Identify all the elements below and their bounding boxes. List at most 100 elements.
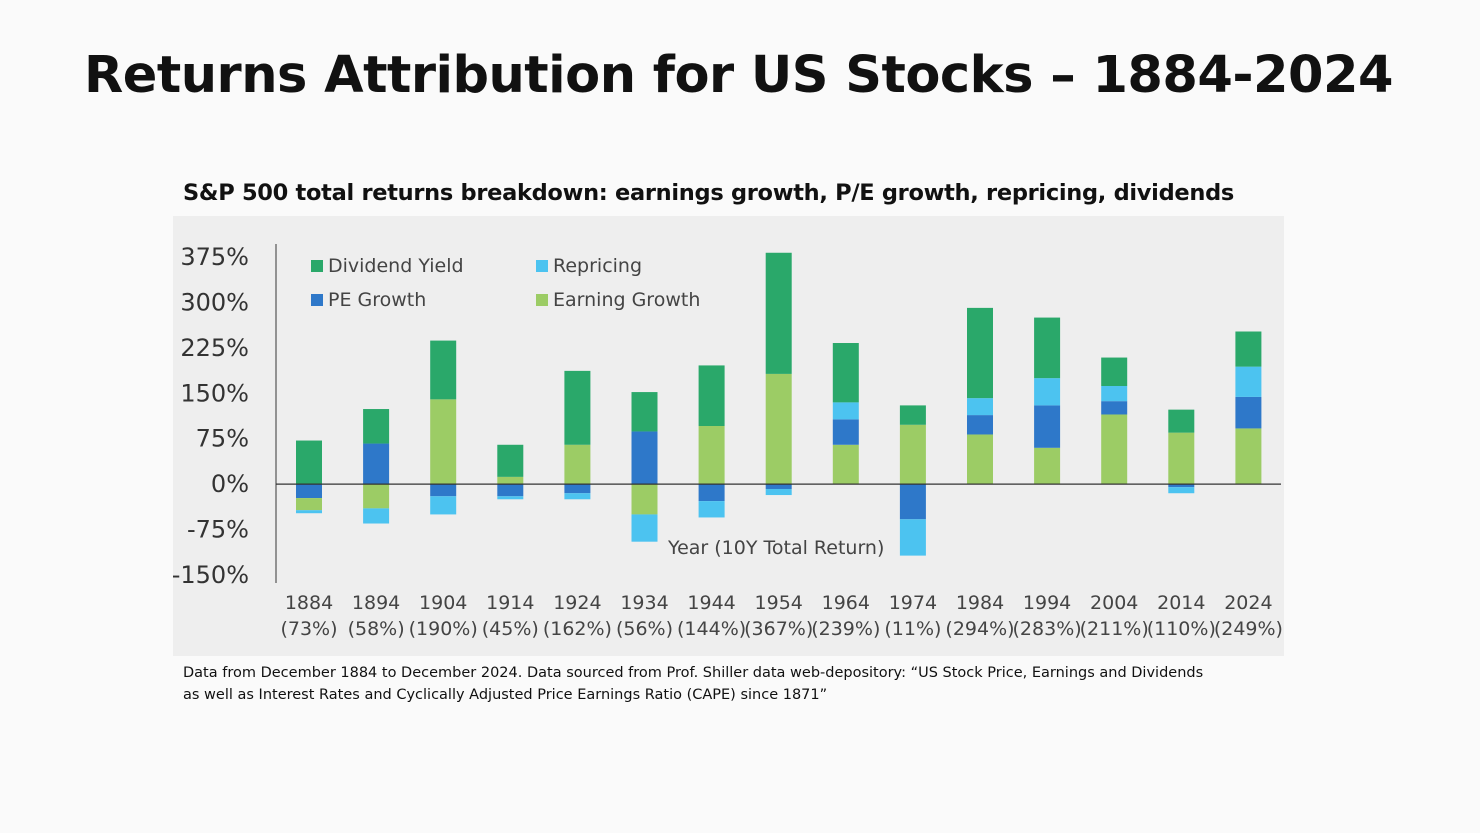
x-category-sublabel: (144%) <box>677 618 746 640</box>
source-footnote: Data from December 1884 to December 2024… <box>183 662 1293 706</box>
x-category-sublabel: (294%) <box>945 618 1014 640</box>
legend-label: Dividend Yield <box>328 255 464 277</box>
bar-segment-pe-growth-1884 <box>296 484 322 499</box>
bar-segment-earning-growth-1974 <box>899 424 926 485</box>
chart-title: S&P 500 total returns breakdown: earning… <box>183 180 1234 206</box>
bar-segment-dividend-yield-1994 <box>1034 317 1061 379</box>
bar-segment-earning-growth-2004 <box>1101 414 1128 485</box>
bar-segment-pe-growth-1934 <box>631 431 658 485</box>
bar-segment-pe-growth-2024 <box>1235 396 1262 429</box>
bar-segment-dividend-yield-1894 <box>363 409 390 444</box>
bar-segment-dividend-yield-1984 <box>967 307 993 399</box>
x-category-label: 2004 <box>1090 592 1138 614</box>
bar-segment-repricing-1974 <box>899 519 926 556</box>
bar-segment-earning-growth-2024 <box>1235 428 1262 485</box>
bar-segment-earning-growth-1894 <box>363 484 390 509</box>
x-category-sublabel: (110%) <box>1147 618 1216 640</box>
y-tick-label: -150% <box>173 561 249 589</box>
category-labels: 1884 (73%) 1894 (58%) 1904 (190%) 1914 (45%) 192… <box>280 592 1283 640</box>
bar-segment-dividend-yield-1954 <box>765 252 792 374</box>
bars-layer <box>296 252 1262 556</box>
bar-segment-pe-growth-1994 <box>1034 405 1061 448</box>
legend-swatch <box>311 260 323 272</box>
x-category-sublabel: (367%) <box>744 618 813 640</box>
x-axis-title: Year (10Y Total Return) <box>667 537 884 559</box>
x-category-label: 2024 <box>1224 592 1272 614</box>
bar-segment-pe-growth-1914 <box>497 484 524 497</box>
x-category-sublabel: (45%) <box>482 618 539 640</box>
bar-segment-repricing-1914 <box>497 496 524 500</box>
bar-segment-repricing-1934 <box>631 514 658 542</box>
x-category-sublabel: (283%) <box>1013 618 1082 640</box>
y-tick-label: 0% <box>211 470 249 498</box>
bar-segment-pe-growth-2004 <box>1101 401 1128 415</box>
x-category-label: 1934 <box>620 592 668 614</box>
bar-segment-earning-growth-1924 <box>564 444 591 485</box>
x-category-label: 1994 <box>1023 592 1071 614</box>
bar-segment-earning-growth-1884 <box>296 498 322 511</box>
bar-segment-dividend-yield-2004 <box>1101 357 1128 387</box>
bar-segment-earning-growth-1954 <box>765 373 792 485</box>
bar-segment-dividend-yield-1904 <box>430 340 457 400</box>
x-category-sublabel: (249%) <box>1214 618 1283 640</box>
x-category-sublabel: (11%) <box>884 618 941 640</box>
bar-segment-repricing-2024 <box>1235 366 1262 397</box>
bar-segment-earning-growth-1964 <box>832 444 859 485</box>
x-category-sublabel: (211%) <box>1080 618 1149 640</box>
x-category-label: 1894 <box>352 592 400 614</box>
x-category-label: 2014 <box>1157 592 1205 614</box>
y-tick-label: 225% <box>180 334 249 362</box>
footnote-line-2: as well as Interest Rates and Cyclically… <box>183 687 828 703</box>
x-category-label: 1984 <box>956 592 1004 614</box>
stacked-bar-chart: 375% 300% 225% 150% 75% 0% -75% -150% Dividend … <box>173 243 1283 640</box>
x-category-label: 1914 <box>486 592 534 614</box>
bar-segment-earning-growth-1944 <box>698 425 725 485</box>
bar-segment-repricing-2014 <box>1168 487 1195 494</box>
legend-label: Repricing <box>553 255 642 277</box>
legend-swatch <box>536 260 548 272</box>
bar-segment-earning-growth-1914 <box>497 476 524 485</box>
footnote-line-1: Data from December 1884 to December 2024… <box>183 665 1204 681</box>
x-category-label: 1884 <box>285 592 333 614</box>
bar-segment-earning-growth-1934 <box>631 484 658 515</box>
bar-segment-dividend-yield-1964 <box>832 343 859 403</box>
bar-segment-pe-growth-1894 <box>363 443 390 485</box>
x-category-sublabel: (58%) <box>348 618 405 640</box>
bar-segment-earning-growth-1904 <box>430 399 457 485</box>
y-axis-ticks: 375% 300% 225% 150% 75% 0% -75% -150% <box>173 243 249 589</box>
bar-segment-dividend-yield-1974 <box>899 405 926 425</box>
legend: Dividend Yield Repricing PE Growth Earning … <box>311 255 700 311</box>
bar-segment-dividend-yield-1924 <box>564 370 591 445</box>
y-tick-label: 300% <box>180 288 249 316</box>
bar-segment-dividend-yield-1914 <box>497 444 524 477</box>
legend-label: PE Growth <box>328 289 426 311</box>
bar-segment-repricing-1994 <box>1034 378 1061 406</box>
legend-swatch <box>311 294 323 306</box>
bar-segment-pe-growth-1974 <box>899 484 926 520</box>
bar-segment-repricing-2004 <box>1101 386 1128 402</box>
x-category-sublabel: (190%) <box>409 618 478 640</box>
x-category-label: 1964 <box>822 592 870 614</box>
bar-segment-pe-growth-1984 <box>967 415 993 435</box>
x-category-label: 1944 <box>687 592 735 614</box>
bar-segment-dividend-yield-1934 <box>631 392 658 432</box>
x-category-label: 1904 <box>419 592 467 614</box>
bar-segment-dividend-yield-1884 <box>296 440 322 485</box>
bar-segment-dividend-yield-2024 <box>1235 331 1262 367</box>
bar-segment-pe-growth-1954 <box>765 484 792 489</box>
bar-segment-repricing-1904 <box>430 496 457 515</box>
x-category-sublabel: (162%) <box>543 618 612 640</box>
x-category-sublabel: (239%) <box>811 618 880 640</box>
bar-segment-repricing-1924 <box>564 493 591 500</box>
bar-segment-pe-growth-1964 <box>832 419 859 445</box>
bar-segment-pe-growth-2014 <box>1168 484 1195 488</box>
bar-segment-repricing-1954 <box>765 488 792 496</box>
x-category-label: 1924 <box>553 592 601 614</box>
y-tick-label: 150% <box>180 379 249 407</box>
bar-segment-pe-growth-1924 <box>564 484 591 494</box>
bar-segment-repricing-1884 <box>296 510 322 514</box>
x-category-sublabel: (73%) <box>280 618 337 640</box>
x-category-label: 1974 <box>889 592 937 614</box>
bar-segment-repricing-1894 <box>363 508 390 524</box>
x-category-sublabel: (56%) <box>616 618 673 640</box>
